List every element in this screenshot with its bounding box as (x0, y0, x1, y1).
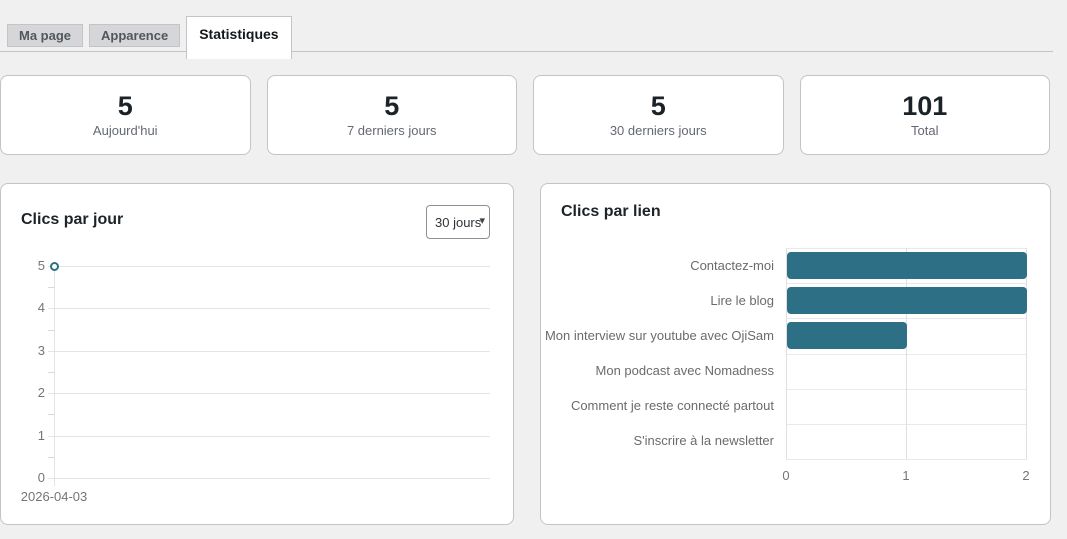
bar-mon-interview-sur-youtube-avec-ojisam (787, 322, 907, 350)
gridline-y-3 (48, 350, 490, 352)
clicks-per-link-chart: 0 1 2 Contactez-moi Lire le blog Mon intervie… (545, 248, 1030, 483)
stat-value: 101 (902, 90, 948, 121)
gridline-y-4 (48, 308, 490, 310)
x-axis-date-label: 2026-04-03 (20, 489, 88, 504)
gridline-y-1 (48, 435, 490, 437)
stat-card-30-derniers-jours: 5 30 derniers jours (533, 75, 784, 155)
y-tick-label: 3 (37, 342, 45, 358)
bar-label-mon-podcast-avec-nomadness: Mon podcast avec Nomadness (595, 363, 774, 379)
bar-lire-le-blog (787, 287, 1027, 315)
stat-value: 5 (117, 90, 133, 121)
caret-down-icon: ▾ (479, 215, 485, 227)
stat-label: Aujourd'hui (92, 123, 158, 139)
bar-label-mon-interview-sur-youtube-avec-ojisam: Mon interview sur youtube avec OjiSam (544, 327, 774, 343)
x-tick-label: 0 (782, 468, 790, 483)
clicks-per-day-panel: Clics par jour 30 jours ▾ 5 4 3 2 1 0 2026-04… (0, 183, 514, 525)
stat-label: 7 derniers jours (346, 123, 437, 139)
y-minor-tick (48, 287, 54, 289)
y-tick-label: 0 (37, 470, 45, 485)
clicks-per-link-panel: Clics par lien 0 1 2 Contactez-moi Lire le b… (540, 183, 1051, 525)
y-tick-label: 1 (37, 427, 45, 443)
y-minor-tick (48, 414, 54, 416)
gridline-y-2 (48, 393, 490, 395)
clicks-per-day-title: Clics par jour (21, 211, 124, 228)
x-tick-label: 1 (902, 468, 910, 483)
row-separator-line (786, 459, 1027, 460)
stat-label: Total (911, 123, 939, 139)
gridline-x-0 (786, 248, 787, 459)
charts-row: Clics par jour 30 jours ▾ 5 4 3 2 1 0 2026-04… (0, 183, 1051, 525)
tab-apparence[interactable]: Apparence (89, 24, 181, 47)
bar-label-comment-je-reste-connect-partout: Comment je reste connecté partout (570, 398, 774, 414)
range-select-value: 30 jours (435, 214, 482, 230)
gridline-y-0 (48, 478, 490, 479)
gridline-y-5 (48, 266, 490, 267)
bar-label-contactez-moi: Contactez-moi (690, 257, 774, 273)
y-minor-tick (48, 456, 54, 458)
bar-label-s-inscrire-la-newsletter: S'inscrire à la newsletter (633, 433, 774, 449)
bar-label-lire-le-blog: Lire le blog (710, 292, 774, 308)
stat-label: 30 derniers jours (609, 123, 707, 139)
gridline-x-1 (906, 248, 907, 459)
clicks-per-link-title: Clics par lien (561, 203, 661, 220)
y-tick-label: 4 (37, 300, 45, 316)
stat-card-total: 101 Total (799, 75, 1050, 155)
tab-ma-page[interactable]: Ma page (7, 24, 84, 47)
stat-value: 5 (650, 90, 666, 121)
range-select[interactable]: 30 jours ▾ (426, 205, 490, 239)
gridline-x-0 (54, 266, 55, 486)
stat-value: 5 (384, 90, 400, 121)
y-minor-tick (48, 329, 54, 331)
stat-card-aujourd-hui: 5 Aujourd'hui (0, 75, 251, 155)
bar-contactez-moi (787, 252, 1027, 279)
y-tick-label: 5 (37, 258, 45, 273)
tab-statistiques[interactable]: Statistiques (186, 16, 292, 59)
x-tick-label: 2 (1022, 468, 1030, 483)
stat-card-7-derniers-jours: 5 7 derniers jours (266, 75, 517, 155)
y-minor-tick (48, 372, 54, 373)
data-point-marker (50, 262, 59, 271)
y-tick-label: 2 (37, 385, 45, 401)
stats-summary-row: 5 Aujourd'hui 5 7 derniers jours 5 30 dernier… (0, 75, 1050, 155)
gridline-x-2 (1026, 248, 1027, 459)
clicks-per-day-chart: 5 4 3 2 1 0 (38, 258, 490, 486)
tab-bar: Ma page Apparence Statistiques (0, 0, 1053, 59)
